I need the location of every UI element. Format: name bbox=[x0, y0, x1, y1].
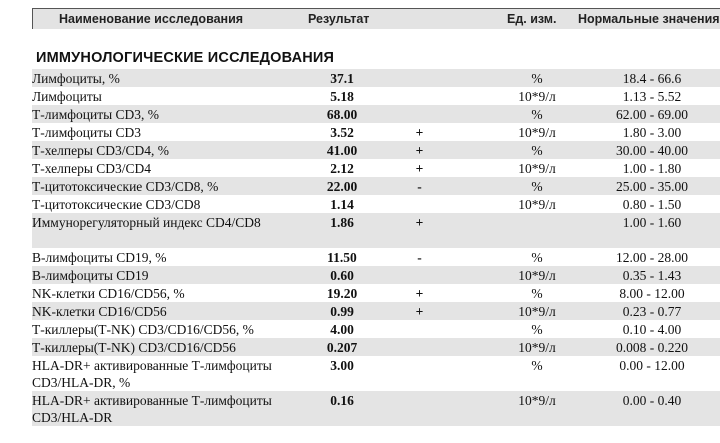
row-name: Т-хелперы CD3/CD4 bbox=[32, 161, 152, 176]
row-name: Т-цитотоксические CD3/CD8, % bbox=[32, 179, 219, 194]
row-unit: 10*9/л bbox=[518, 89, 556, 104]
row-name: Т-цитотоксические CD3/CD8 bbox=[32, 197, 201, 212]
row-result: 0.16 bbox=[330, 393, 354, 408]
header-unit: Ед. изм. bbox=[507, 12, 557, 26]
row-flag: - bbox=[417, 179, 422, 194]
row-name: Лимфоциты, % bbox=[32, 71, 120, 86]
table-row: Лимфоциты 5.18 10*9/л 1.13 - 5.52 bbox=[32, 87, 720, 105]
row-unit: % bbox=[531, 107, 543, 122]
table-row: Т-киллеры(Т-NK) CD3/CD16/CD56 0.207 10*9… bbox=[32, 338, 720, 356]
row-name: Т-киллеры(Т-NK) CD3/CD16/CD56, % bbox=[32, 322, 254, 337]
row-flag: + bbox=[415, 215, 424, 230]
row-result: 1.86 bbox=[330, 215, 354, 230]
table-header: Наименование исследования Результат Ед. … bbox=[32, 8, 720, 29]
row-result: 1.14 bbox=[330, 197, 354, 212]
row-name: Иммунорегуляторный индекс CD4/CD8 bbox=[32, 215, 261, 230]
row-norm: 62.00 - 69.00 bbox=[616, 107, 688, 122]
table-row: HLA-DR+ активированные Т-лимфоциты CD3/H… bbox=[32, 356, 720, 391]
row-unit: % bbox=[531, 250, 543, 265]
row-norm: 0.008 - 0.220 bbox=[616, 340, 688, 355]
row-unit: 10*9/л bbox=[518, 393, 556, 408]
row-norm: 18.4 - 66.6 bbox=[622, 71, 682, 86]
row-norm: 0.80 - 1.50 bbox=[622, 197, 682, 212]
row-name: NK-клетки CD16/CD56 bbox=[32, 304, 167, 319]
row-result: 0.99 bbox=[330, 304, 354, 319]
row-norm: 25.00 - 35.00 bbox=[616, 179, 688, 194]
row-result: 68.00 bbox=[326, 107, 358, 122]
header-name: Наименование исследования bbox=[59, 12, 244, 26]
table-row: NK-клетки CD16/CD56 0.99 + 10*9/л 0.23 -… bbox=[32, 302, 720, 320]
table-row: В-лимфоциты CD19 0.60 10*9/л 0.35 - 1.43 bbox=[32, 266, 720, 284]
table-row: Т-цитотоксические CD3/CD8 1.14 10*9/л 0.… bbox=[32, 195, 720, 213]
row-name: Лимфоциты bbox=[32, 89, 102, 104]
table-row: Т-лимфоциты CD3, % 68.00 % 62.00 - 69.00 bbox=[32, 105, 720, 123]
row-result: 41.00 bbox=[326, 143, 358, 158]
table-row: Т-цитотоксические CD3/CD8, % 22.00 - % 2… bbox=[32, 177, 720, 195]
row-unit: 10*9/л bbox=[518, 125, 556, 140]
row-unit: 10*9/л bbox=[518, 161, 556, 176]
row-norm: 0.00 - 12.00 bbox=[619, 358, 685, 373]
row-unit: % bbox=[531, 179, 543, 194]
row-name: HLA-DR+ активированные Т-лимфоциты CD3/H… bbox=[32, 358, 272, 390]
row-result: 0.60 bbox=[330, 268, 354, 283]
row-flag: - bbox=[417, 250, 422, 265]
row-norm: 30.00 - 40.00 bbox=[616, 143, 688, 158]
row-norm: 12.00 - 28.00 bbox=[616, 250, 688, 265]
row-unit: % bbox=[531, 71, 543, 86]
row-result: 22.00 bbox=[326, 179, 358, 194]
row-norm: 0.35 - 1.43 bbox=[622, 268, 682, 283]
row-flag: + bbox=[415, 125, 424, 140]
row-norm: 0.00 - 0.40 bbox=[622, 393, 682, 408]
table-row: Т-лимфоциты CD3 3.52 + 10*9/л 1.80 - 3.0… bbox=[32, 123, 720, 141]
row-result: 5.18 bbox=[330, 89, 354, 104]
row-flag: + bbox=[415, 304, 424, 319]
row-name: Т-лимфоциты CD3, % bbox=[32, 107, 160, 122]
row-result: 4.00 bbox=[330, 322, 354, 337]
table-row: Т-хелперы CD3/CD4, % 41.00 + % 30.00 - 4… bbox=[32, 141, 720, 159]
row-unit: 10*9/л bbox=[518, 304, 556, 319]
row-unit: 10*9/л bbox=[518, 197, 556, 212]
row-flag: + bbox=[415, 161, 424, 176]
row-name: Т-хелперы CD3/CD4, % bbox=[32, 143, 170, 158]
row-result: 11.50 bbox=[327, 250, 357, 265]
row-norm: 8.00 - 12.00 bbox=[619, 286, 685, 301]
table-row: Т-хелперы CD3/CD4 2.12 + 10*9/л 1.00 - 1… bbox=[32, 159, 720, 177]
row-unit: 10*9/л bbox=[518, 268, 556, 283]
row-result: 2.12 bbox=[330, 161, 354, 176]
row-name: В-лимфоциты CD19 bbox=[32, 268, 149, 283]
row-flag: + bbox=[415, 143, 424, 158]
row-norm: 1.00 - 1.60 bbox=[622, 215, 682, 230]
row-result: 37.1 bbox=[330, 71, 354, 86]
table-row: Иммунорегуляторный индекс CD4/CD8 1.86 +… bbox=[32, 213, 720, 248]
header-result: Результат bbox=[308, 12, 370, 26]
row-norm: 1.00 - 1.80 bbox=[622, 161, 682, 176]
row-result: 3.00 bbox=[330, 358, 354, 373]
row-name: HLA-DR+ активированные Т-лимфоциты CD3/H… bbox=[32, 393, 272, 425]
row-unit: % bbox=[531, 286, 543, 301]
row-result: 0.207 bbox=[326, 340, 358, 355]
row-norm: 1.80 - 3.00 bbox=[622, 125, 682, 140]
row-norm: 1.13 - 5.52 bbox=[622, 89, 682, 104]
row-unit: % bbox=[531, 143, 543, 158]
table-row: NK-клетки CD16/CD56, % 19.20 + % 8.00 - … bbox=[32, 284, 720, 302]
results-table: Лимфоциты, % 37.1 % 18.4 - 66.6 Лимфоцит… bbox=[32, 69, 720, 426]
row-result: 3.52 bbox=[330, 125, 354, 140]
row-norm: 0.10 - 4.00 bbox=[622, 322, 682, 337]
row-flag: + bbox=[415, 286, 424, 301]
row-result: 19.20 bbox=[326, 286, 358, 301]
row-unit: 10*9/л bbox=[518, 340, 556, 355]
row-name: Т-лимфоциты CD3 bbox=[32, 125, 142, 140]
table-row: Лимфоциты, % 37.1 % 18.4 - 66.6 bbox=[32, 69, 720, 87]
table-row: HLA-DR+ активированные Т-лимфоциты CD3/H… bbox=[32, 391, 720, 426]
header-norm: Нормальные значения bbox=[578, 12, 720, 26]
row-name: NK-клетки CD16/CD56, % bbox=[32, 286, 185, 301]
row-unit: % bbox=[531, 322, 543, 337]
row-name: В-лимфоциты CD19, % bbox=[32, 250, 167, 265]
section-title: ИММУНОЛОГИЧЕСКИЕ ИССЛЕДОВАНИЯ bbox=[36, 50, 335, 66]
table-row: В-лимфоциты CD19, % 11.50 - % 12.00 - 28… bbox=[32, 248, 720, 266]
row-name: Т-киллеры(Т-NK) CD3/CD16/CD56 bbox=[32, 340, 236, 355]
row-norm: 0.23 - 0.77 bbox=[622, 304, 682, 319]
table-row: Т-киллеры(Т-NK) CD3/CD16/CD56, % 4.00 % … bbox=[32, 320, 720, 338]
row-unit: % bbox=[531, 358, 543, 373]
